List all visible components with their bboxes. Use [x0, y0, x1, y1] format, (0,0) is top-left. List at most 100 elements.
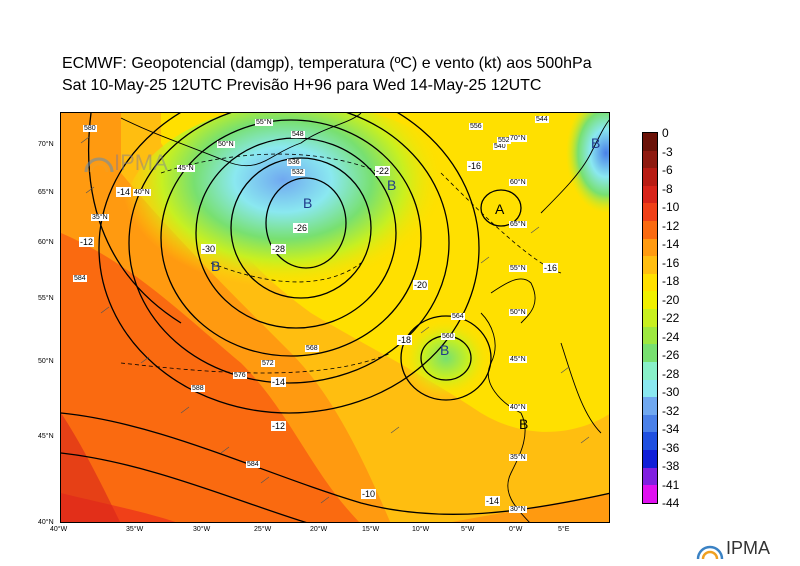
map-title-line2: Sat 10-May-25 12UTC Previsão H+96 para W… — [62, 77, 542, 94]
temp-label: -14 — [271, 377, 287, 387]
low-center-1: B — [303, 195, 313, 211]
lon-label: 25°W — [254, 526, 272, 533]
lon-label: 5°W — [461, 526, 475, 533]
lat-label: 40°N — [38, 519, 54, 526]
colorbar-tick-label: -16 — [662, 255, 680, 270]
colorbar-tick-label: -20 — [662, 292, 680, 307]
ipma-watermark-icon — [84, 157, 114, 173]
colorbar-tick-label: -14 — [662, 237, 680, 251]
temperature-colorbar — [642, 132, 658, 504]
colorbar-tick-label: -3 — [662, 144, 673, 159]
ipma-logo-icon — [696, 545, 724, 560]
lat-label: 50°N — [38, 358, 54, 365]
contour-label: 584 — [73, 275, 87, 282]
contour-label: 556 — [469, 123, 483, 130]
colorbar-segment — [643, 326, 657, 345]
grid-label: 50°N — [217, 141, 235, 148]
grid-label: 30°N — [509, 506, 527, 513]
lon-label: 15°W — [362, 526, 380, 533]
low-center-6: B — [591, 135, 601, 151]
grid-label: 60°N — [509, 179, 527, 186]
colorbar-tick-label: -6 — [662, 163, 673, 177]
grid-label: 55°N — [509, 265, 527, 272]
lon-label: 20°W — [310, 526, 328, 533]
temp-label: -14 — [116, 187, 132, 197]
temp-label: -22 — [375, 166, 391, 176]
colorbar-tick-label: -24 — [662, 329, 680, 344]
colorbar-segment — [643, 238, 657, 257]
colorbar-segment — [643, 221, 657, 239]
grid-label: 50°N — [509, 309, 527, 316]
colorbar-tick-label: -30 — [662, 385, 680, 399]
grid-label: 45°N — [177, 165, 195, 172]
lon-label: 0°W — [509, 526, 523, 533]
colorbar-segment — [643, 203, 657, 222]
contour-label: 572 — [261, 360, 275, 367]
lat-label: 55°N — [38, 295, 54, 302]
colorbar-tick-label: -22 — [662, 311, 680, 325]
colorbar-segment — [643, 414, 657, 433]
low-center-5: B — [519, 416, 529, 432]
contour-label: 564 — [451, 313, 465, 320]
lat-label: 65°N — [38, 189, 54, 196]
grid-label: 45°N — [509, 356, 527, 363]
lat-label: 70°N — [38, 141, 54, 148]
colorbar-tick-label: -34 — [662, 422, 680, 436]
temp-label: -10 — [361, 489, 377, 499]
contour-label: 584 — [246, 461, 260, 468]
grid-label: 35°N — [91, 214, 109, 221]
colorbar-segment — [643, 449, 657, 468]
contour-label: 532 — [291, 169, 305, 176]
colorbar-segment — [643, 361, 657, 380]
colorbar-segment — [643, 150, 657, 169]
colorbar-segment — [643, 432, 657, 450]
contour-label: 540 — [493, 143, 507, 150]
weather-map: B B B B A B B 580 584 572 576 568 548 54… — [60, 112, 610, 523]
contour-label: 568 — [305, 345, 319, 352]
temp-label: -14 — [485, 496, 501, 506]
low-center-4: B — [440, 342, 450, 358]
colorbar-tick-label: -38 — [662, 459, 680, 473]
grid-label: 40°N — [509, 404, 527, 411]
temp-label: -12 — [79, 237, 95, 247]
colorbar-tick-label: -10 — [662, 200, 680, 214]
grid-label: 55°N — [255, 119, 273, 126]
temp-label: -12 — [271, 421, 287, 431]
colorbar-segment — [643, 379, 657, 398]
contour-label: 588 — [191, 385, 205, 392]
temp-label: -28 — [271, 244, 287, 254]
colorbar-tick-label: -28 — [662, 366, 680, 381]
colorbar-tick-label: -32 — [662, 403, 680, 418]
colorbar-segment — [643, 485, 657, 503]
temp-label: -20 — [413, 280, 429, 290]
colorbar-tick-label: -36 — [662, 440, 680, 455]
contour-label: 576 — [233, 372, 247, 379]
ipma-watermark: IPMA — [114, 150, 168, 175]
contour-label: 580 — [83, 125, 97, 132]
grid-label: 40°N — [133, 189, 151, 196]
colorbar-tick-label: 0 — [662, 126, 669, 140]
colorbar-segment — [643, 133, 657, 151]
grid-label: 35°N — [509, 454, 527, 461]
lon-label: 40°W — [50, 526, 68, 533]
low-center-3: B — [387, 177, 397, 193]
contour-label: 544 — [535, 116, 549, 123]
contour-label: 560 — [441, 333, 455, 340]
colorbar-segment — [643, 397, 657, 415]
high-center: A — [495, 201, 505, 217]
low-center-2: B — [211, 258, 221, 274]
colorbar-tick-label: -18 — [662, 274, 680, 288]
lat-label: 60°N — [38, 239, 54, 246]
colorbar-segment — [643, 309, 657, 327]
lon-label: 35°W — [126, 526, 144, 533]
colorbar-segment — [643, 291, 657, 310]
colorbar-tick-label: -8 — [662, 181, 673, 196]
colorbar-segment — [643, 467, 657, 486]
temp-label: -16 — [543, 263, 559, 273]
colorbar-segment — [643, 344, 657, 362]
temp-label: -18 — [397, 335, 413, 345]
lat-label: 45°N — [38, 433, 54, 440]
lon-label: 10°W — [412, 526, 430, 533]
grid-label: 70°N — [509, 135, 527, 142]
colorbar-segment — [643, 168, 657, 186]
